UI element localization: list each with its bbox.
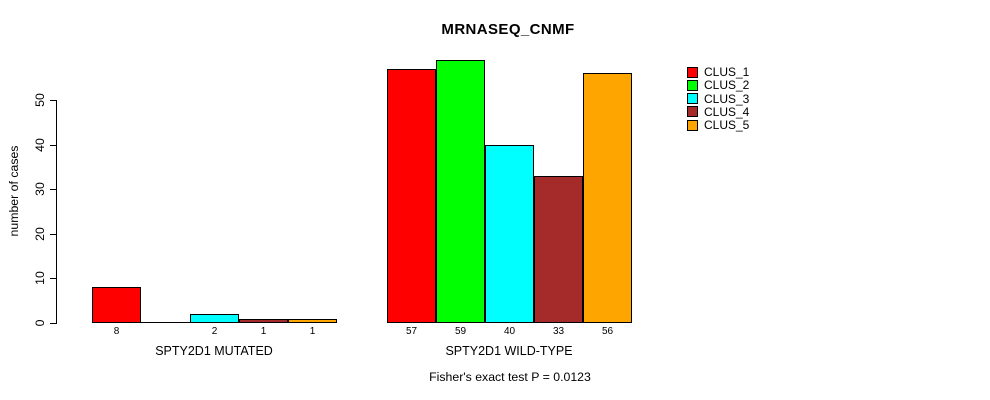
y-axis-line — [56, 100, 57, 324]
y-tick — [50, 145, 56, 146]
legend-swatch-clus_2 — [687, 79, 698, 91]
legend-item: CLUS_4 — [687, 106, 749, 118]
bar-value-label: 2 — [211, 326, 218, 337]
fisher-test-caption: Fisher's exact test P = 0.0123 — [429, 370, 591, 384]
y-tick — [50, 323, 56, 324]
bar-clus_4 — [534, 176, 583, 323]
bar-clus_2-zero — [141, 322, 190, 323]
bar-clus_3 — [485, 145, 534, 323]
legend-swatch-clus_5 — [687, 119, 698, 131]
y-tick — [50, 100, 56, 101]
y-tick-label: 50 — [33, 93, 47, 107]
x-category-label-mutated: SPTY2D1 MUTATED — [155, 344, 273, 358]
x-category-label-wild-type: SPTY2D1 WILD-TYPE — [445, 344, 573, 358]
legend-item: CLUS_1 — [687, 66, 749, 78]
legend-item: CLUS_5 — [687, 119, 749, 131]
y-tick — [50, 234, 56, 235]
bar-clus_3 — [190, 314, 239, 323]
bar-clus_4 — [239, 319, 288, 323]
chart-title: MRNASEQ_CNMF — [441, 21, 575, 38]
legend-item: CLUS_3 — [687, 93, 749, 105]
y-tick-label: 10 — [33, 271, 47, 285]
bar-value-label: 1 — [309, 326, 316, 337]
y-tick — [50, 278, 56, 279]
bar-value-label: 33 — [552, 326, 565, 337]
y-tick-label: 30 — [33, 182, 47, 196]
bar-value-label: 1 — [260, 326, 267, 337]
legend-label: CLUS_5 — [704, 118, 750, 133]
bar-clus_2 — [436, 60, 485, 323]
bar-clus_5 — [288, 319, 337, 323]
legend-label: CLUS_4 — [704, 104, 750, 119]
bar-clus_1 — [92, 287, 141, 323]
bar-value-label: 8 — [113, 326, 120, 337]
legend-item: CLUS_2 — [687, 79, 749, 91]
y-tick-label: 40 — [33, 138, 47, 152]
legend-swatch-clus_3 — [687, 93, 698, 105]
y-tick-label: 0 — [33, 319, 47, 327]
bar-value-label: 56 — [601, 326, 614, 337]
bar-value-label: 57 — [405, 326, 418, 337]
legend-label: CLUS_1 — [704, 65, 750, 79]
legend-label: CLUS_2 — [704, 78, 750, 93]
bar-clus_5 — [583, 73, 632, 323]
legend-swatch-clus_1 — [687, 66, 698, 78]
legend-swatch-clus_4 — [687, 106, 698, 118]
y-tick — [50, 189, 56, 190]
bar-value-label: 59 — [454, 326, 467, 337]
bar-value-label: 40 — [503, 326, 516, 337]
y-tick-label: 20 — [33, 227, 47, 241]
bar-clus_1 — [387, 69, 436, 323]
legend-label: CLUS_3 — [704, 91, 750, 106]
